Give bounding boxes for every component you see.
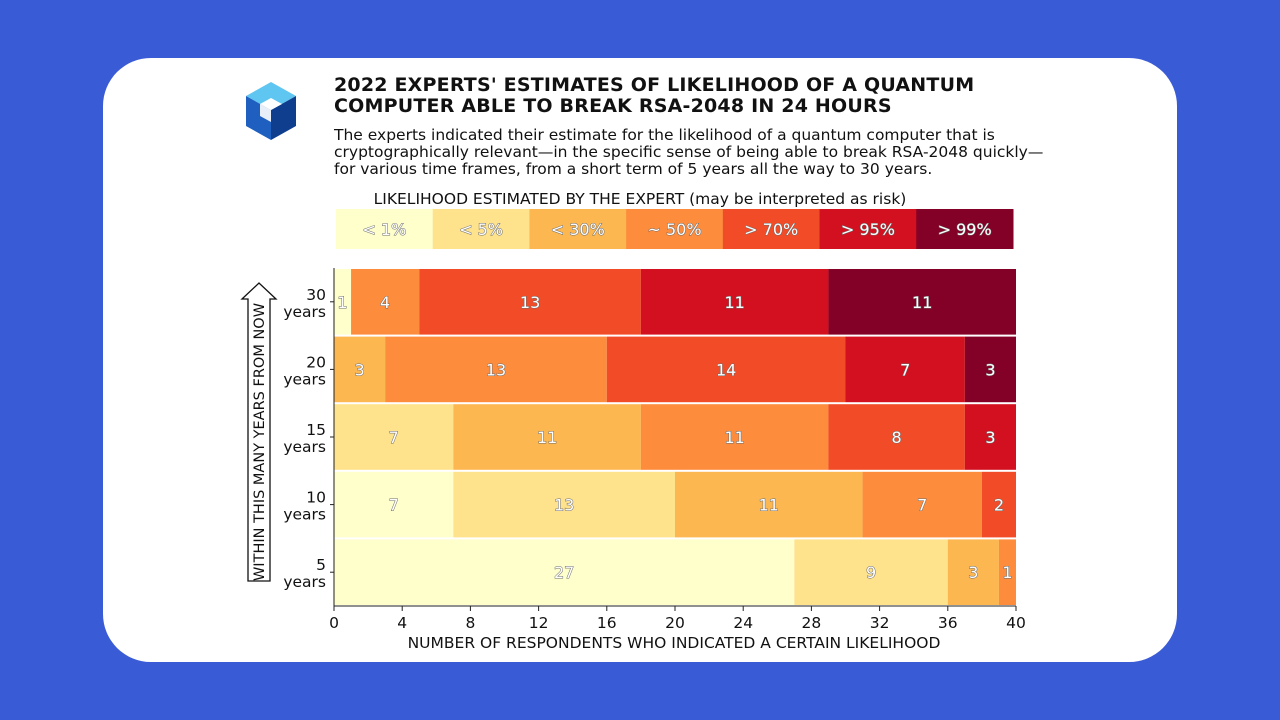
y-tick-label: 20 years	[283, 353, 326, 388]
data-label: 11	[759, 496, 779, 515]
x-tick-label: 16	[597, 614, 617, 632]
data-label: 7	[389, 496, 399, 515]
bar-segment	[794, 539, 948, 605]
legend-title: LIKELIHOOD ESTIMATED BY THE EXPERT (may …	[374, 190, 907, 208]
bar-segment	[453, 471, 675, 538]
x-tick-label: 32	[870, 614, 890, 632]
bar-segment	[334, 269, 352, 335]
bars: 1 4 13 11 113 13 14 7 37 11 11 8 37 13 11 7 227 9 3 1	[334, 269, 1016, 605]
data-label: 13	[486, 360, 506, 379]
bar-segment	[334, 539, 795, 605]
x-tick-label: 28	[802, 614, 822, 632]
legend-label: < 5%	[459, 220, 503, 239]
data-label: 1	[1002, 563, 1012, 582]
bar-segment	[640, 269, 829, 335]
chart-subtitle: The experts indicated their estimate for…	[334, 126, 1044, 178]
x-tick-label: 0	[329, 614, 339, 632]
y-axis: 30 years 20 years 15 years 10 years 5 years	[283, 268, 335, 606]
data-label: 11	[724, 293, 744, 312]
y-tick-label: 5 years	[283, 556, 326, 591]
legend-label: > 99%	[938, 220, 992, 239]
legend-label: ~ 50%	[647, 220, 701, 239]
data-label: 7	[917, 496, 927, 515]
x-tick-label: 4	[397, 614, 407, 632]
bar-segment	[947, 539, 999, 605]
x-tick-label: 12	[529, 614, 549, 632]
x-tick-label: 24	[733, 614, 753, 632]
data-label: 11	[537, 428, 557, 447]
data-label: 3	[354, 360, 364, 379]
legend-swatch	[626, 209, 724, 249]
bar-segment	[828, 404, 965, 470]
data-label: 11	[912, 293, 932, 312]
bar-segment	[351, 269, 420, 335]
bar-segment	[606, 336, 846, 403]
legend-swatch	[336, 209, 434, 249]
data-label: 11	[724, 428, 744, 447]
legend-swatch	[819, 209, 917, 249]
bar-segment	[334, 404, 454, 470]
data-label: 7	[900, 360, 910, 379]
x-tick-label: 20	[665, 614, 685, 632]
bar-segment	[845, 336, 965, 403]
y-axis-label: WITHIN THIS MANY YEARS FROM NOW	[252, 303, 268, 581]
data-label: 1	[337, 293, 347, 312]
data-label: 3	[985, 360, 995, 379]
bar-segment	[862, 471, 982, 538]
data-label: 2	[994, 496, 1004, 515]
data-label: 27	[554, 563, 574, 582]
legend: < 1% < 5% < 30% ~ 50% > 70% > 95% > 99%	[336, 209, 1014, 249]
legend-swatch	[432, 209, 530, 249]
cube-logo-icon	[246, 82, 296, 140]
data-label: 13	[520, 293, 540, 312]
bar-segment	[964, 404, 1016, 470]
bar-segment	[828, 269, 1016, 335]
y-tick-label: 15 years	[283, 421, 326, 456]
x-tick-label: 8	[465, 614, 475, 632]
legend-label: > 95%	[841, 220, 895, 239]
legend-label: < 1%	[362, 220, 406, 239]
data-label: 8	[892, 428, 902, 447]
data-label: 13	[554, 496, 574, 515]
bar-segment	[334, 336, 386, 403]
x-tick-label: 40	[1006, 614, 1026, 632]
bar-segment	[998, 539, 1016, 605]
legend-label: < 30%	[551, 220, 605, 239]
data-label: 4	[380, 293, 390, 312]
x-axis: 0 4 8 12 16 20 24 28 32 36 40	[329, 605, 1026, 632]
y-tick-label: 10 years	[283, 489, 326, 524]
data-label: 3	[968, 563, 978, 582]
data-label: 3	[985, 428, 995, 447]
legend-swatch	[916, 209, 1014, 249]
bar-segment	[675, 471, 863, 538]
x-axis-label: NUMBER OF RESPONDENTS WHO INDICATED A CE…	[408, 634, 941, 652]
chart-title: 2022 EXPERTS' ESTIMATES OF LIKELIHOOD OF…	[334, 74, 975, 117]
legend-swatch	[529, 209, 627, 249]
bar-segment	[964, 336, 1016, 403]
up-arrow-icon	[240, 282, 278, 582]
bar-segment	[981, 471, 1016, 538]
legend-swatch	[722, 209, 821, 249]
legend-label: > 70%	[744, 220, 798, 239]
bar-segment	[419, 269, 641, 335]
data-label: 7	[389, 428, 399, 447]
bar-segment	[453, 404, 641, 470]
bar-segment	[640, 404, 829, 470]
data-label: 14	[716, 360, 736, 379]
data-label: 9	[866, 563, 876, 582]
y-tick-label: 30 years	[283, 286, 326, 321]
bar-segment	[334, 471, 454, 538]
y-axis-label-arrow: WITHIN THIS MANY YEARS FROM NOW	[240, 282, 278, 582]
bar-segment	[385, 336, 607, 403]
x-tick-label: 36	[938, 614, 958, 632]
